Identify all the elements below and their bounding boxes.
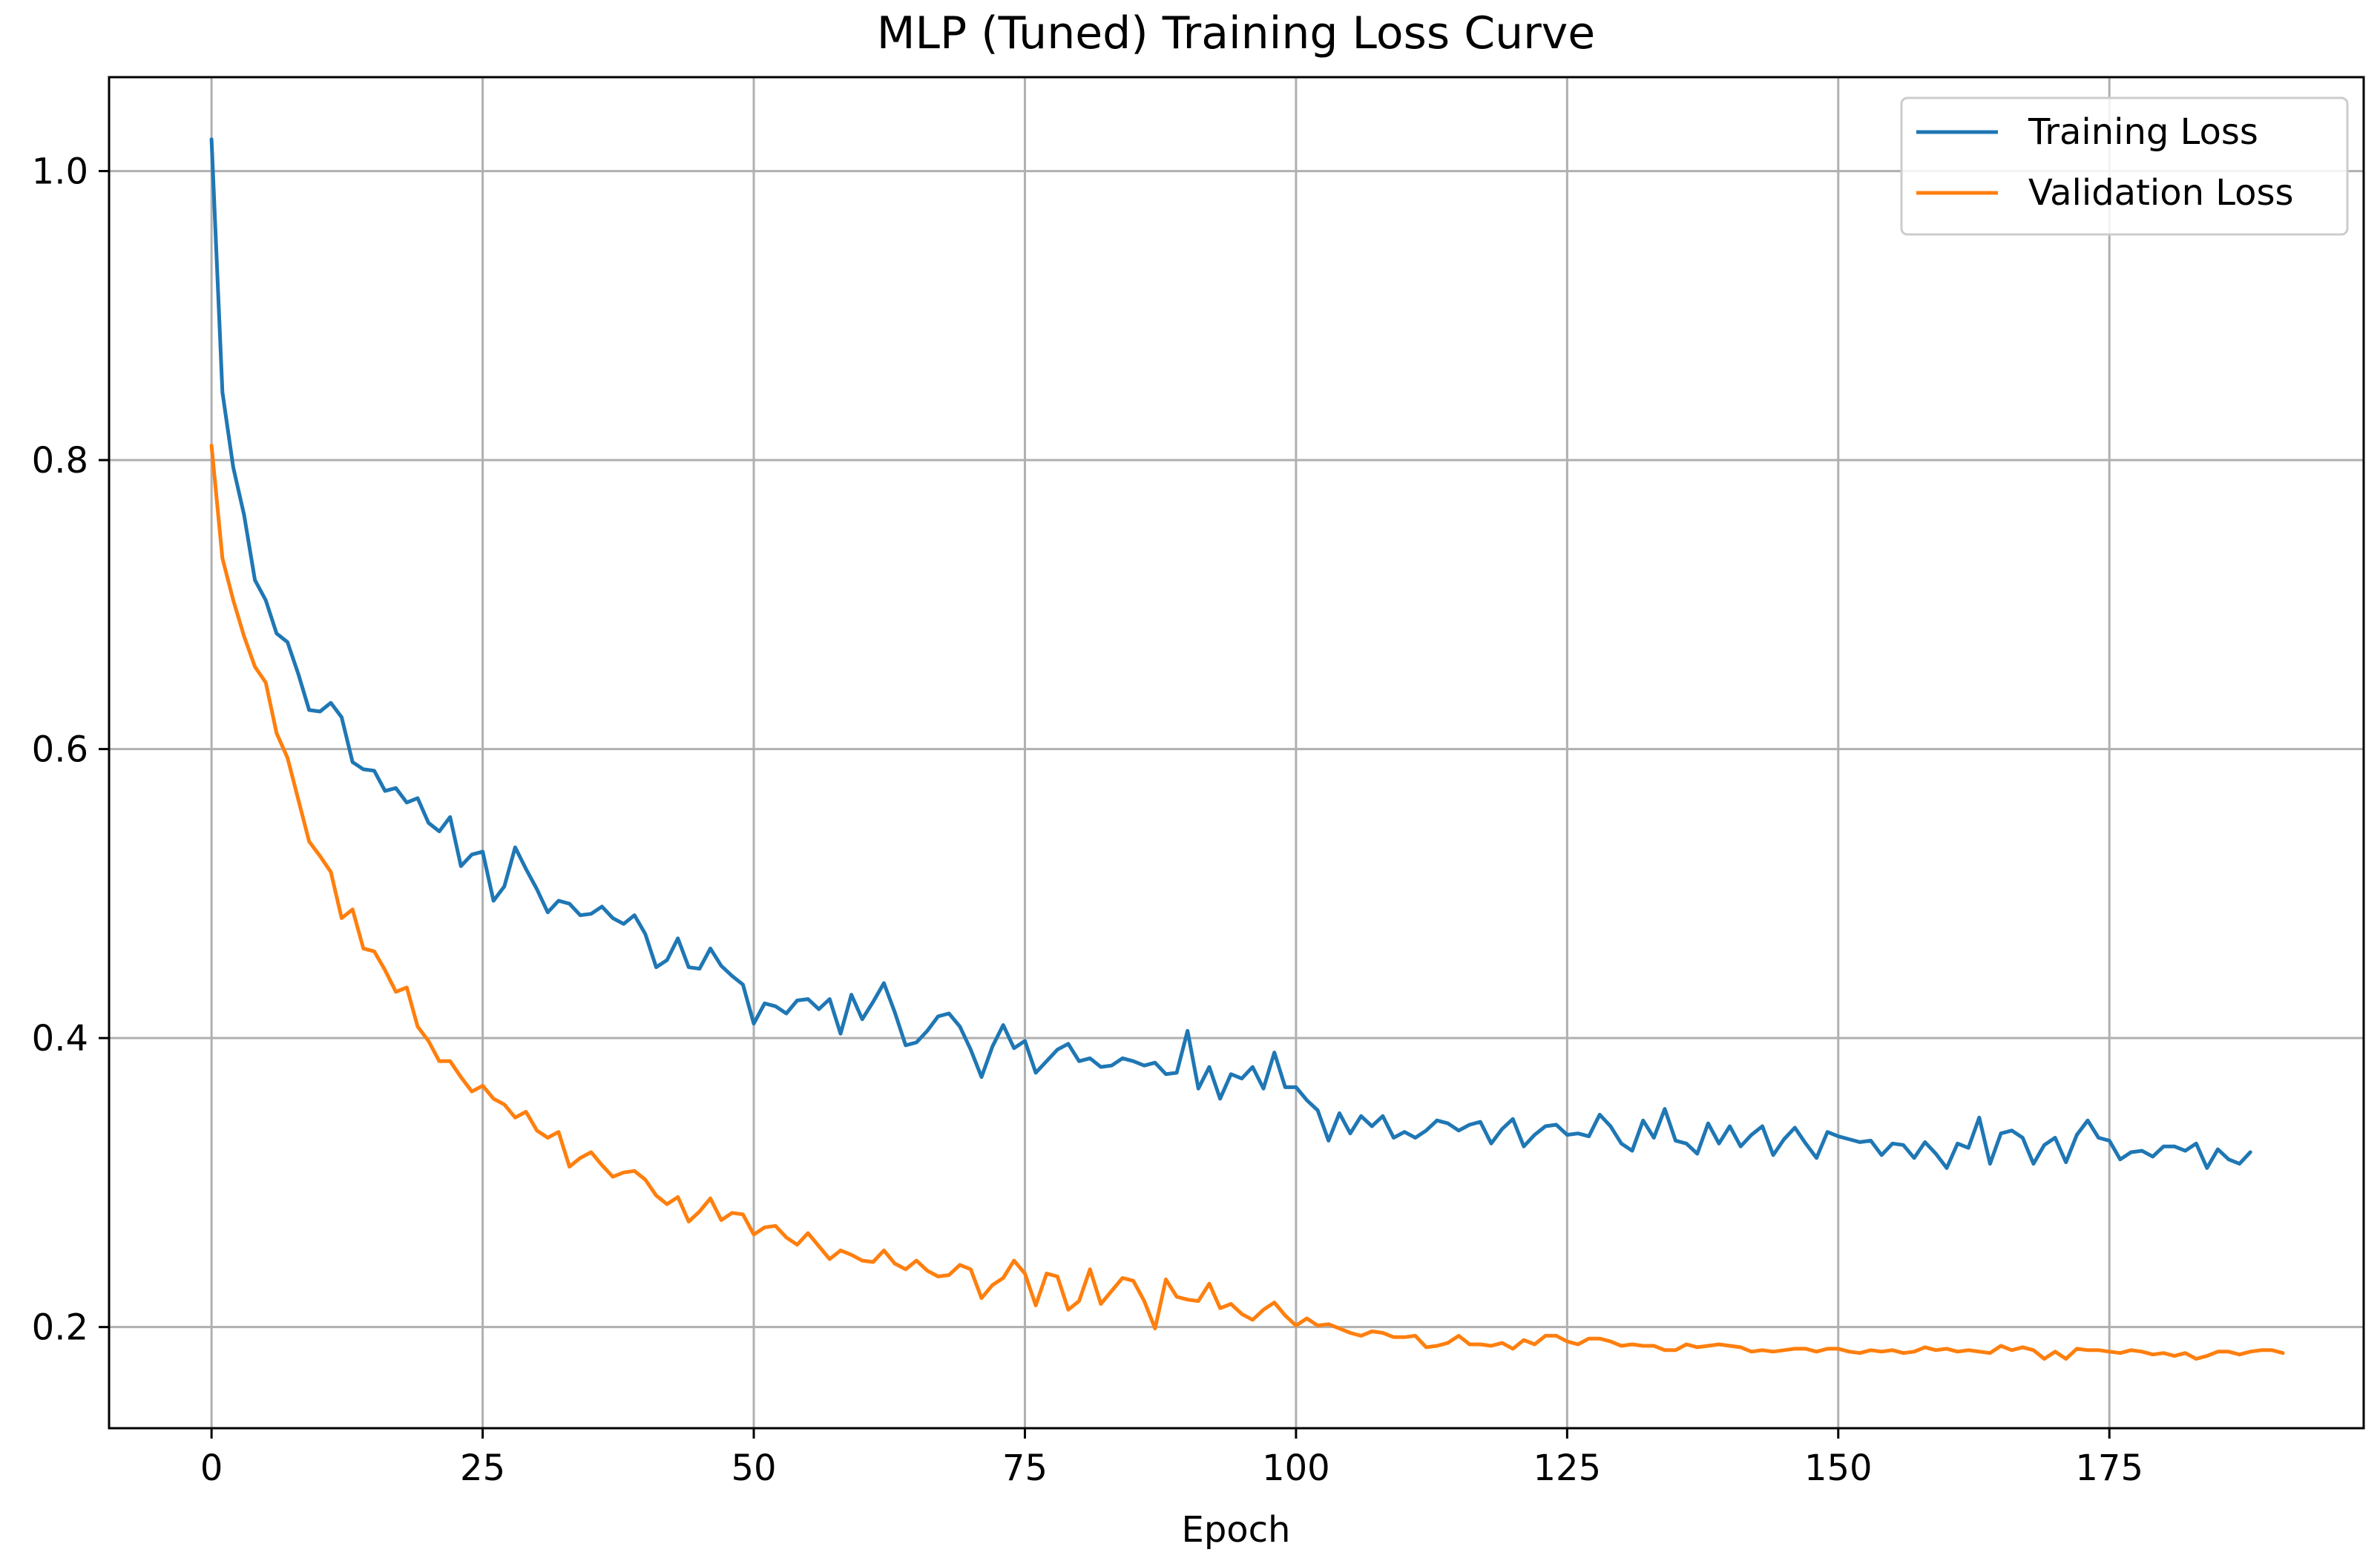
- x-tick-label: 125: [1533, 1447, 1602, 1489]
- x-axis-label: Epoch: [1182, 1509, 1291, 1551]
- y-tick-label: 0.6: [32, 729, 88, 771]
- plot-frame: [108, 76, 2365, 1430]
- y-tick-label: 1.0: [32, 151, 88, 193]
- x-axis: 0 25 50 75 100 125 150 175: [200, 1428, 2143, 1489]
- x-tick-label: 75: [1002, 1447, 1048, 1489]
- grid: [109, 77, 2364, 1428]
- series-line-training-loss: [209, 137, 2252, 1170]
- x-tick-label: 175: [2075, 1447, 2143, 1489]
- legend-label-validation-loss: Validation Loss: [2028, 172, 2294, 214]
- x-tick-label: 150: [1804, 1447, 1873, 1489]
- x-tick-label: 25: [460, 1447, 505, 1489]
- series-line-validation-loss: [209, 444, 2285, 1361]
- x-tick-label: 0: [200, 1447, 223, 1489]
- x-tick-label: 50: [731, 1447, 776, 1489]
- y-tick-label: 0.8: [32, 440, 88, 482]
- chart-title: MLP (Tuned) Training Loss Curve: [877, 7, 1595, 59]
- legend-frame: [1900, 96, 2349, 236]
- legend-label-training-loss: Training Loss: [2028, 111, 2258, 153]
- y-tick-label: 0.2: [32, 1307, 88, 1349]
- series-lines: [209, 137, 2285, 1361]
- x-tick-label: 100: [1262, 1447, 1330, 1489]
- y-tick-label: 0.4: [32, 1018, 88, 1059]
- legend: Training Loss Validation Loss: [1900, 96, 2349, 236]
- y-axis: 0.2 0.4 0.6 0.8 1.0: [32, 151, 109, 1349]
